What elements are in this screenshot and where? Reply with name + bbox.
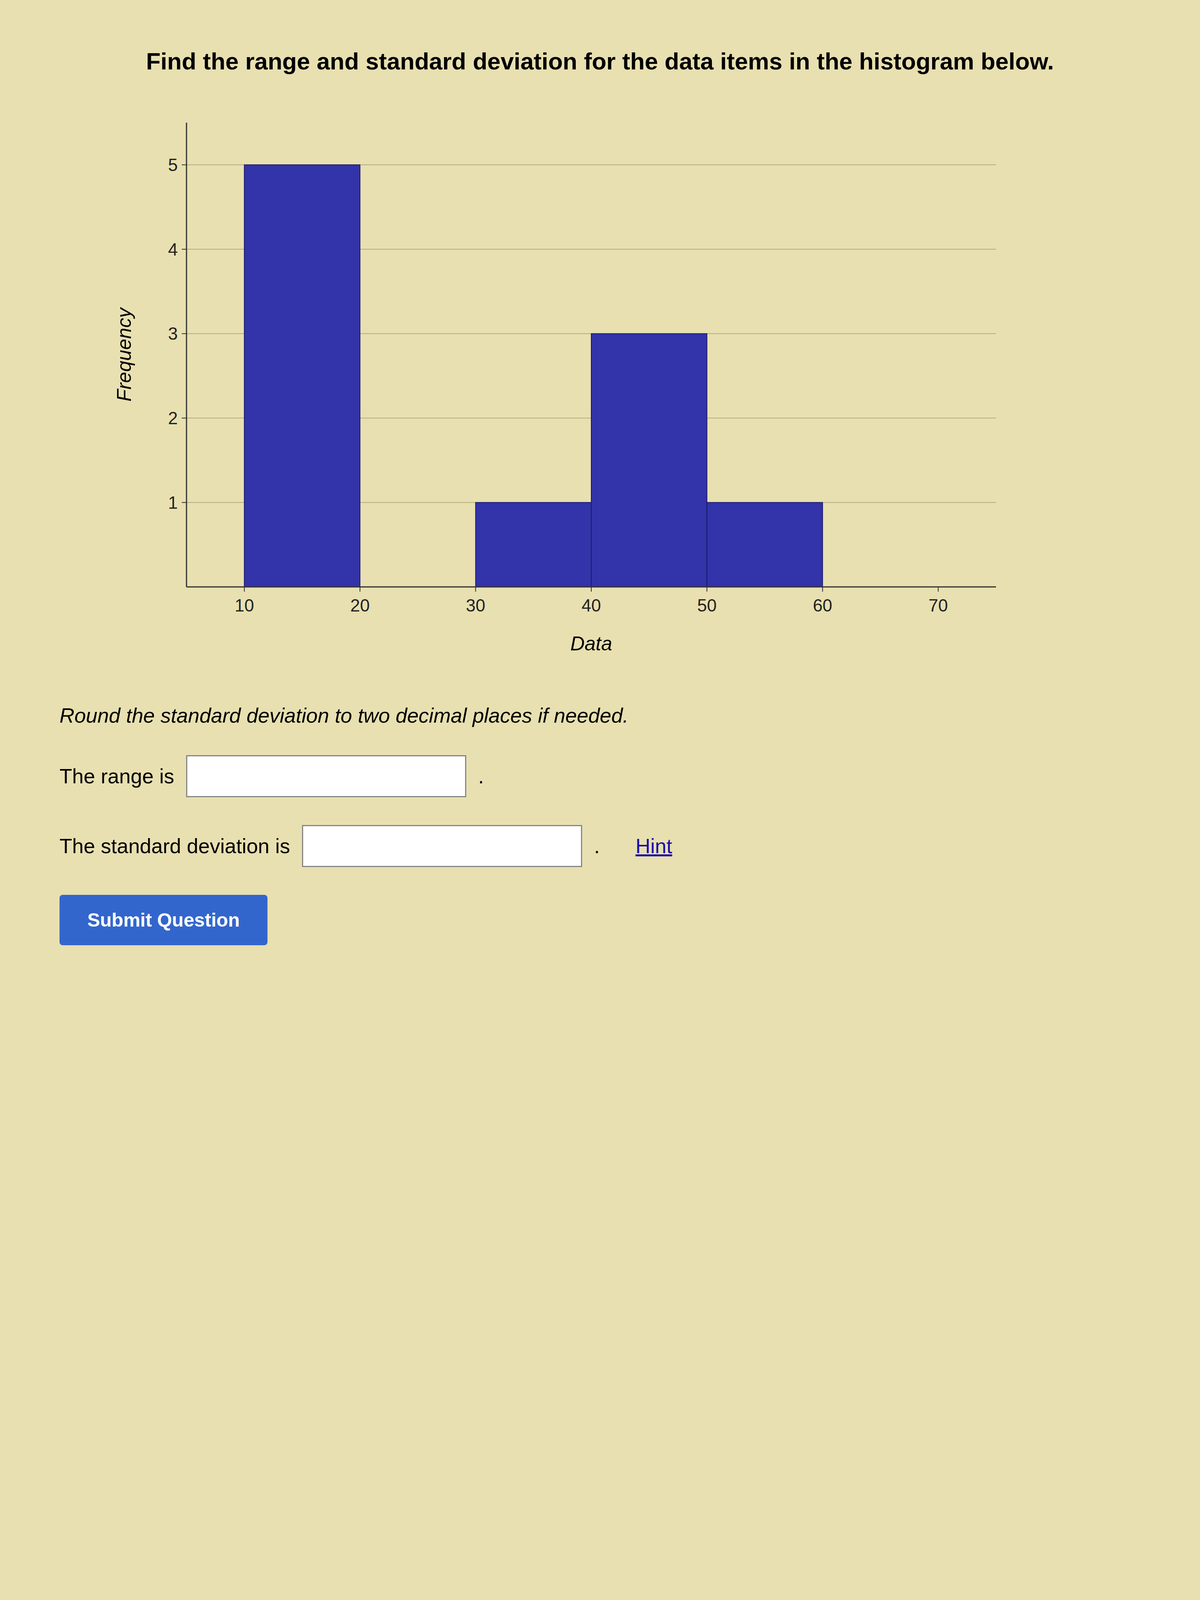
x-tick-label: 60 bbox=[812, 595, 833, 616]
y-tick bbox=[181, 417, 187, 419]
x-tick-label: 20 bbox=[350, 595, 370, 616]
y-tick-label: 1 bbox=[168, 492, 178, 513]
submit-button[interactable]: Submit Question bbox=[59, 894, 268, 946]
y-tick bbox=[181, 248, 187, 250]
y-tick bbox=[181, 164, 187, 166]
round-note: Round the standard deviation to two deci… bbox=[59, 703, 1141, 728]
y-tick bbox=[181, 333, 187, 335]
x-tick-label: 40 bbox=[581, 595, 602, 616]
hint-link[interactable]: Hint bbox=[635, 834, 672, 858]
x-tick-label: 10 bbox=[234, 595, 254, 616]
range-period: . bbox=[478, 764, 484, 789]
histogram-bar bbox=[244, 164, 360, 587]
x-axis-label: Data bbox=[570, 632, 613, 655]
submit-row: Submit Question bbox=[59, 894, 1141, 946]
y-tick-label: 2 bbox=[168, 408, 178, 428]
x-tick-label: 30 bbox=[465, 595, 486, 616]
std-label: The standard deviation is bbox=[59, 834, 291, 858]
x-tick bbox=[359, 586, 361, 592]
x-tick bbox=[590, 586, 592, 592]
range-row: The range is. bbox=[59, 755, 1141, 798]
histogram-bar bbox=[706, 502, 823, 587]
std-input[interactable] bbox=[301, 825, 583, 868]
x-tick bbox=[244, 586, 245, 592]
bars bbox=[244, 164, 823, 587]
std-period: . bbox=[594, 834, 600, 858]
range-input[interactable] bbox=[186, 755, 467, 798]
y-tick-label: 5 bbox=[168, 155, 178, 175]
y-tick-label: 3 bbox=[168, 323, 178, 344]
histogram-bar bbox=[591, 333, 707, 587]
x-tick-label: 70 bbox=[928, 595, 949, 616]
title: Find the range and standard deviation fo… bbox=[59, 47, 1141, 75]
x-tick bbox=[937, 586, 939, 592]
histogram-bar bbox=[475, 502, 592, 587]
y-tick bbox=[181, 501, 187, 503]
x-tick-label: 50 bbox=[697, 595, 717, 616]
chart-container: 1 2 3 4 5 10 20 30 40 50 60 70 Data Frequency bbox=[107, 106, 1141, 664]
y-axis-line bbox=[186, 122, 188, 587]
x-tick bbox=[706, 586, 708, 592]
y-axis-label: Frequency bbox=[113, 306, 136, 402]
histogram-chart: 1 2 3 4 5 10 20 30 40 50 60 70 Data Frequency bbox=[107, 106, 1020, 663]
y-tick-label: 4 bbox=[168, 239, 178, 260]
range-label: The range is bbox=[59, 764, 175, 789]
x-tick bbox=[475, 586, 477, 592]
std-row: The standard deviation is. Hint bbox=[59, 825, 1141, 868]
x-tick bbox=[822, 586, 824, 592]
